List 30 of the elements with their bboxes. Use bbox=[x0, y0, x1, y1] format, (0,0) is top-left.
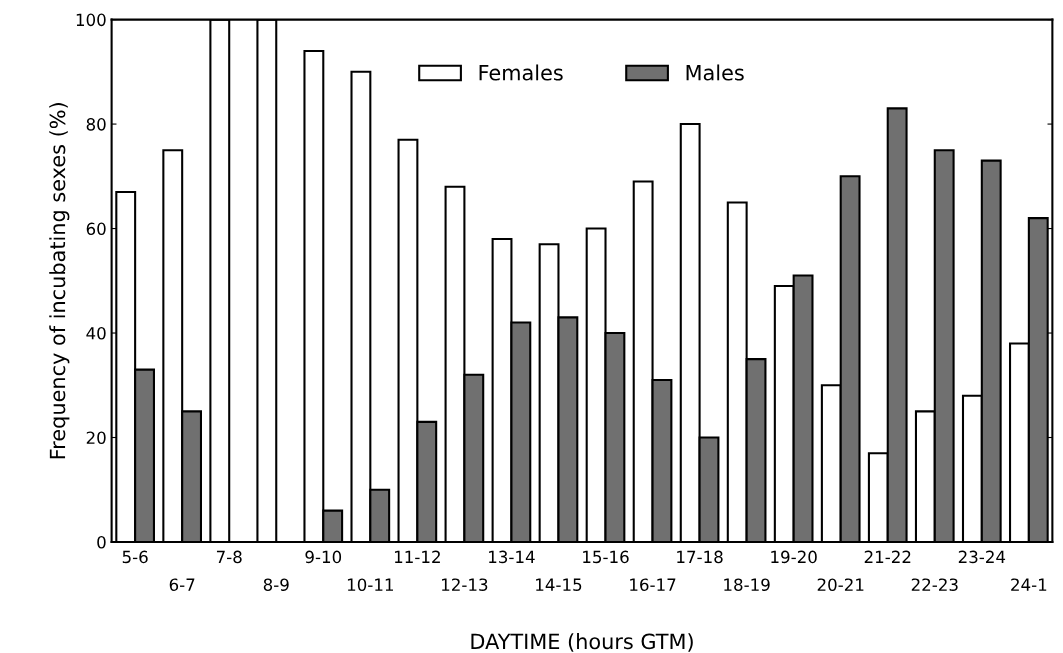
y-tick-label: 40 bbox=[86, 326, 106, 340]
y-tick-label: 20 bbox=[86, 431, 106, 445]
y-tick-label: 100 bbox=[76, 13, 106, 27]
x-tick-label: 13-14 bbox=[489, 550, 535, 564]
x-tick-label: 6-7 bbox=[169, 578, 195, 591]
x-tick-label: 15-16 bbox=[583, 550, 629, 564]
x-tick-label: 5-6 bbox=[122, 550, 148, 564]
legend-label: Males bbox=[686, 64, 744, 81]
x-tick-label: 7-8 bbox=[216, 550, 242, 564]
y-tick-label: 60 bbox=[86, 222, 106, 236]
legend-label: Females bbox=[479, 64, 563, 81]
x-axis-title: DAYTIME (hours GTM) bbox=[471, 633, 693, 652]
x-tick-label: 16-17 bbox=[630, 578, 676, 591]
y-tick-label: 80 bbox=[86, 118, 106, 131]
x-tick-label: 20-21 bbox=[817, 578, 864, 591]
x-tick-label: 21-22 bbox=[864, 550, 911, 563]
x-tick-label: 10-11 bbox=[347, 578, 393, 591]
x-tick-label: 8-9 bbox=[263, 578, 289, 591]
x-tick-label: 12-13 bbox=[442, 578, 488, 591]
x-tick-label: 23-24 bbox=[958, 550, 1006, 564]
x-tick-label: 17-18 bbox=[677, 550, 723, 564]
x-tick-label: 24-1 bbox=[1011, 578, 1047, 591]
x-tick-label: 9-10 bbox=[305, 550, 342, 564]
x-tick-label: 11-12 bbox=[394, 550, 440, 563]
x-tick-label: 22-23 bbox=[911, 578, 958, 591]
x-tick-label: 19-20 bbox=[771, 550, 817, 564]
y-tick-label: 0 bbox=[97, 535, 106, 549]
x-tick-label: 14-15 bbox=[536, 578, 582, 591]
y-axis-title: Frequency of incubating sexes (%) bbox=[49, 103, 70, 459]
x-tick-label: 18-19 bbox=[724, 578, 770, 591]
